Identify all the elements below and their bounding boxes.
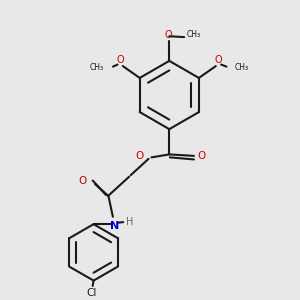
Text: O: O xyxy=(164,30,172,40)
Text: CH₃: CH₃ xyxy=(90,63,104,72)
Text: CH₃: CH₃ xyxy=(235,63,249,72)
Text: Cl: Cl xyxy=(86,288,96,298)
Text: O: O xyxy=(78,176,86,186)
Text: O: O xyxy=(214,55,222,64)
Text: CH₃: CH₃ xyxy=(187,30,201,39)
Text: O: O xyxy=(136,151,144,161)
Text: O: O xyxy=(117,55,124,64)
Text: O: O xyxy=(197,151,205,161)
Text: N: N xyxy=(110,221,119,231)
Text: H: H xyxy=(126,217,134,227)
